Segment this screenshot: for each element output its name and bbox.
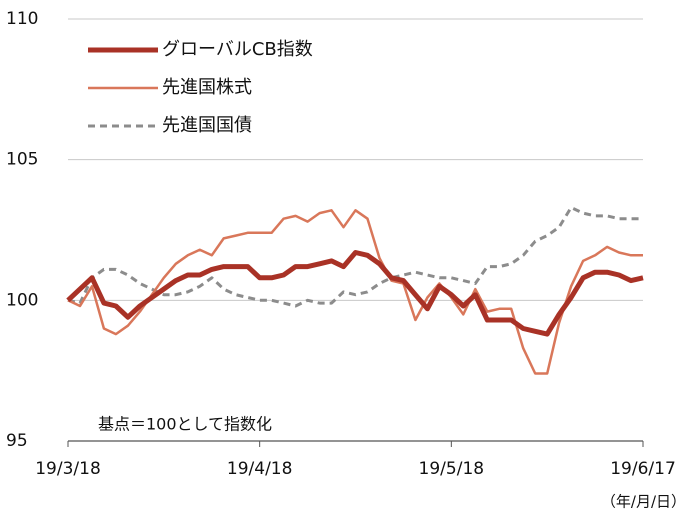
legend-label: グローバルCB指数 <box>162 39 313 60</box>
legend-label: 先進国国債 <box>162 115 252 136</box>
line-series <box>67 206 643 308</box>
line-series <box>67 209 643 375</box>
unit-note: （年/月/日） <box>601 493 686 511</box>
annotation: 基点＝100として指数化 <box>98 415 272 434</box>
y-tick-label: 100 <box>6 290 38 310</box>
x-tick-label: 19/3/18 <box>35 459 101 479</box>
y-tick-label: 95 <box>6 431 28 451</box>
y-tick-label: 110 <box>6 9 38 29</box>
x-tick-label: 19/5/18 <box>419 459 485 479</box>
y-tick-label: 105 <box>6 150 38 170</box>
x-tick-label: 19/6/17 <box>610 459 676 479</box>
x-tick-label: 19/4/18 <box>227 459 293 479</box>
line-series <box>66 250 644 337</box>
legend-label: 先進国株式 <box>162 77 252 98</box>
